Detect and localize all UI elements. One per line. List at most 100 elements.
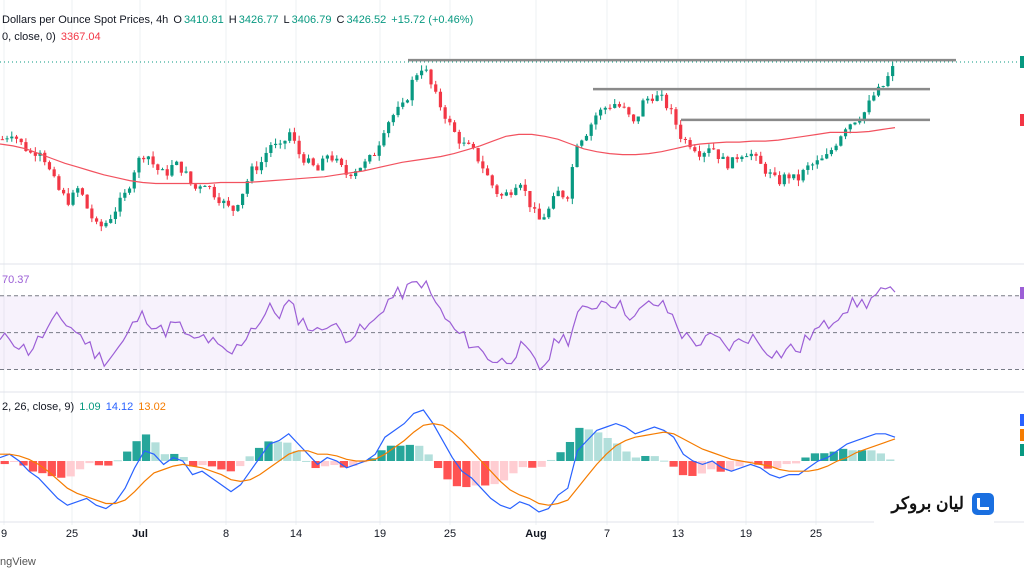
candle-body bbox=[490, 175, 494, 186]
instrument-title: Dollars per Ounce Spot Prices, 4h bbox=[2, 14, 169, 26]
price-pane bbox=[0, 61, 896, 232]
x-tick-label: 9 bbox=[0, 528, 8, 540]
candle-body bbox=[806, 165, 810, 170]
macd-histogram-bar bbox=[641, 455, 650, 461]
candle-body bbox=[773, 172, 777, 176]
candle-body bbox=[702, 153, 706, 157]
candle-body bbox=[495, 185, 499, 195]
candle-body bbox=[561, 190, 565, 198]
candle-body bbox=[137, 157, 141, 173]
open-value: 3410.81 bbox=[183, 14, 224, 26]
candle-body bbox=[679, 124, 683, 139]
macd-histogram-bar bbox=[0, 461, 9, 465]
high-label: H bbox=[228, 14, 237, 26]
candle-body bbox=[66, 193, 70, 205]
macd-histogram-bar bbox=[405, 444, 414, 461]
close-value: 3426.52 bbox=[346, 14, 387, 26]
candle-body bbox=[707, 148, 711, 154]
moving-average-line bbox=[0, 127, 896, 185]
candle-body bbox=[240, 193, 245, 206]
candle-body bbox=[363, 161, 367, 168]
macd-histogram-bar bbox=[660, 460, 669, 462]
candle-body bbox=[132, 172, 136, 189]
macd-histogram-bar bbox=[160, 454, 169, 461]
x-tick-label: 7 bbox=[603, 528, 611, 540]
macd-histogram-bar bbox=[283, 442, 292, 461]
macd-histogram-bar bbox=[782, 461, 791, 465]
macd-histogram-bar bbox=[490, 461, 499, 485]
candle-body bbox=[146, 156, 150, 160]
candle-body bbox=[94, 218, 99, 222]
price-axis-marker-ma bbox=[1020, 114, 1024, 126]
macd-histogram-bar bbox=[791, 461, 801, 464]
macd-histogram-bar bbox=[603, 437, 612, 461]
candle-body bbox=[19, 138, 23, 143]
macd-histogram-bar bbox=[236, 461, 245, 467]
rsi-line bbox=[0, 279, 896, 371]
candle-body bbox=[754, 153, 758, 156]
macd-histogram-bar bbox=[481, 461, 490, 486]
candle-body bbox=[118, 197, 122, 212]
candle-body bbox=[504, 192, 508, 196]
candle-body bbox=[344, 165, 348, 175]
close-label: C bbox=[336, 14, 345, 26]
macd-histogram-bar bbox=[857, 450, 867, 461]
candle-body bbox=[391, 115, 395, 123]
candle-body bbox=[481, 161, 485, 169]
candle-body bbox=[419, 70, 424, 76]
candle-body bbox=[514, 187, 518, 195]
open-label: O bbox=[173, 14, 182, 26]
candle-body bbox=[250, 166, 254, 182]
macd-histogram-bar bbox=[386, 445, 396, 461]
hist-axis-marker bbox=[1020, 444, 1024, 456]
candle-body bbox=[631, 114, 636, 122]
candle-body bbox=[636, 116, 640, 122]
macd-histogram-bar bbox=[28, 461, 38, 472]
candle-body bbox=[584, 135, 589, 141]
candle-body bbox=[881, 86, 885, 88]
candle-body bbox=[175, 161, 179, 166]
candle-body bbox=[283, 140, 287, 144]
candle-body bbox=[231, 205, 235, 211]
macd-histogram-bar bbox=[697, 461, 706, 474]
x-tick-label: 8 bbox=[222, 528, 230, 540]
candle-body bbox=[170, 165, 174, 176]
candle-body bbox=[156, 164, 160, 170]
candle-body bbox=[471, 143, 476, 149]
brand-watermark: لیان بروکر bbox=[874, 484, 994, 524]
macd-histogram-bar bbox=[575, 427, 584, 461]
candle-body bbox=[424, 69, 428, 71]
macd-histogram-bar bbox=[735, 461, 744, 467]
macd-histogram-bar bbox=[94, 461, 104, 466]
candle-body bbox=[52, 169, 56, 177]
candle-body bbox=[358, 167, 362, 172]
candle-body bbox=[810, 164, 815, 166]
candle-body bbox=[245, 181, 249, 194]
candle-body bbox=[452, 122, 457, 132]
candle-body bbox=[264, 152, 268, 163]
candle-body bbox=[693, 147, 697, 152]
candle-body bbox=[796, 174, 801, 181]
candle-body bbox=[226, 200, 231, 206]
macd-histogram-bar bbox=[75, 461, 85, 470]
macd-pane bbox=[0, 409, 896, 513]
candle-body bbox=[415, 75, 419, 80]
candle-body bbox=[29, 150, 33, 153]
candle-body bbox=[396, 106, 400, 116]
candle-body bbox=[90, 208, 94, 219]
candle-body bbox=[533, 207, 537, 209]
macd-histogram-bar bbox=[141, 434, 151, 461]
candle-body bbox=[485, 168, 490, 176]
candle-body bbox=[655, 95, 659, 101]
candle-body bbox=[500, 194, 504, 196]
macd-histogram-bar bbox=[584, 429, 593, 461]
ma-params: 0, close, 0) bbox=[2, 31, 56, 43]
candle-body bbox=[712, 148, 716, 150]
macd-signal-value: 13.02 bbox=[138, 401, 166, 413]
candle-body bbox=[372, 155, 377, 157]
macd-signal-line bbox=[0, 422, 896, 506]
candle-body bbox=[547, 208, 551, 218]
candle-body bbox=[71, 192, 75, 205]
candle-body bbox=[815, 160, 819, 165]
